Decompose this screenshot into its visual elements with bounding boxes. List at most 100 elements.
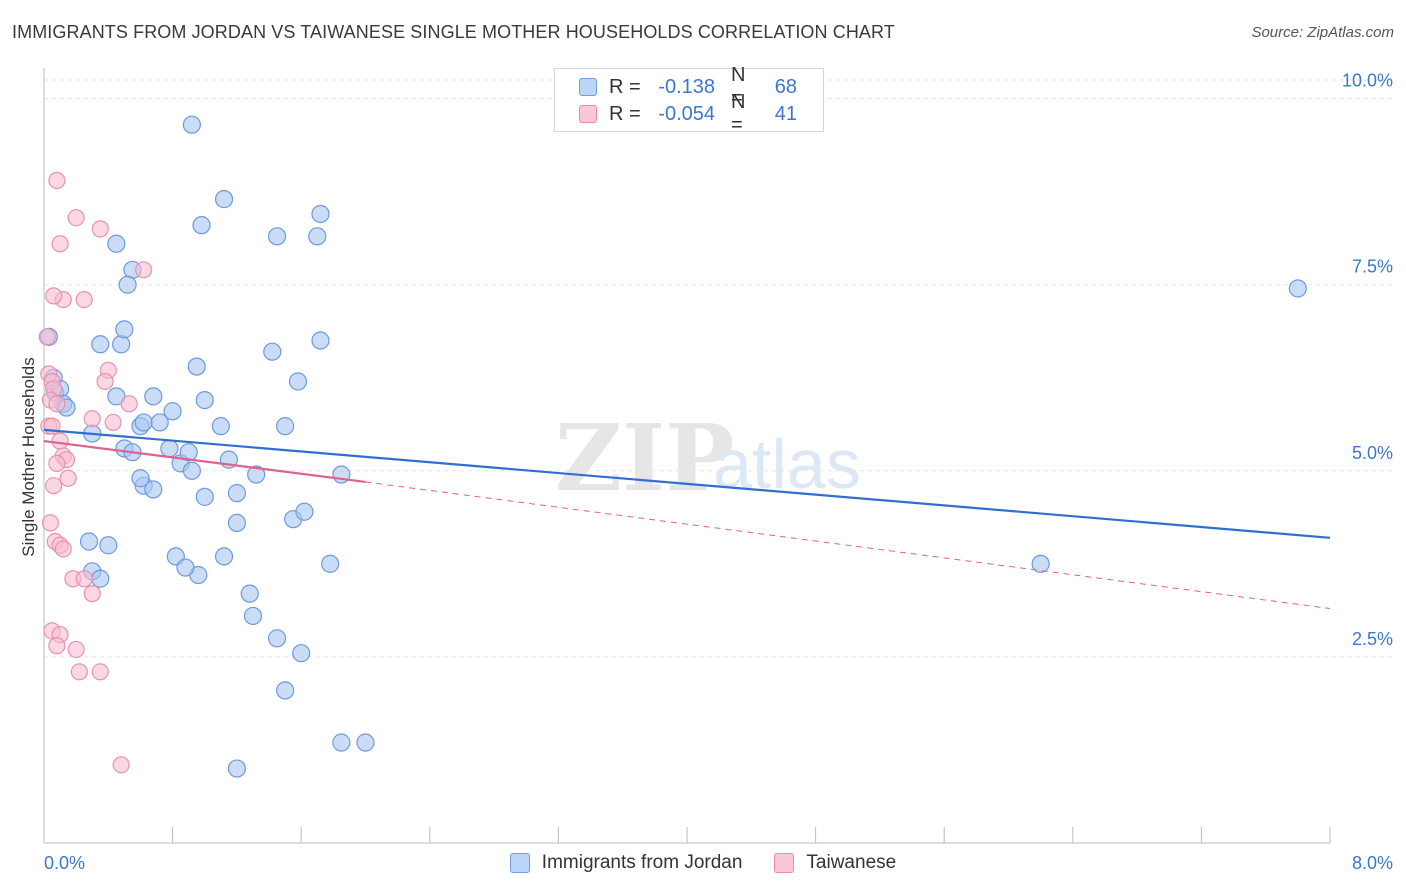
taiwanese-point [48, 637, 66, 655]
legend-swatch-jordan [509, 853, 530, 873]
taiwanese-point [70, 663, 88, 681]
taiwanese-point [45, 287, 63, 305]
legend-r-value: -0.138 [658, 75, 715, 98]
jordan-point [276, 681, 295, 700]
jordan-point [112, 335, 131, 354]
jordan-point [115, 320, 134, 339]
jordan-point [247, 465, 266, 484]
y-tick-label: 2.5% [1352, 629, 1393, 649]
jordan-point [276, 417, 295, 436]
jordan-point [214, 547, 234, 566]
taiwanese-point [91, 220, 109, 238]
y-tick-label: 7.5% [1352, 257, 1393, 277]
legend-row-jordan: R = -0.138 N = 68 [579, 64, 797, 109]
jordan-point [227, 513, 246, 533]
jordan-point [211, 417, 230, 436]
legend-n-label: N = [731, 64, 746, 109]
jordan-point [134, 413, 153, 432]
jordan-point [107, 234, 126, 253]
taiwanese-point [38, 328, 56, 346]
taiwanese-point [83, 410, 101, 428]
watermark-zip: ZIP [555, 404, 734, 512]
taiwanese-point [104, 413, 122, 432]
x-tick-label: 8.0% [1352, 853, 1393, 873]
taiwanese-point [67, 209, 85, 227]
jordan-trend-line [43, 428, 1331, 539]
legend-swatch-taiwanese [774, 853, 795, 873]
jordan-point [187, 357, 206, 376]
legend-r-label: R = [609, 75, 641, 98]
jordan-point [1288, 279, 1307, 298]
jordan-point [176, 558, 195, 577]
legend-label-taiwanese: Taiwanese [806, 852, 897, 873]
taiwanese-point [83, 585, 101, 603]
jordan-point [243, 606, 263, 626]
jordan-point [160, 439, 179, 458]
taiwanese-point [41, 514, 60, 532]
jordan-point [240, 584, 259, 603]
taiwanese-point [135, 261, 153, 279]
jordan-point [150, 413, 169, 432]
jordan-point [1031, 554, 1050, 573]
jordan-point [227, 759, 246, 778]
legend-r-value: -0.054 [658, 102, 715, 125]
taiwanese-point [48, 454, 66, 472]
jordan-point [182, 115, 201, 134]
y-tick-label: 10.0% [1342, 71, 1393, 91]
taiwanese-point [51, 432, 69, 450]
jordan-point [107, 387, 126, 406]
taiwanese-point [75, 570, 93, 588]
correlation-legend: R = -0.138 N = 68 R = -0.054 N = 41 [554, 64, 824, 136]
jordan-point [288, 372, 308, 391]
jordan-point [311, 331, 330, 350]
legend-item-jordan: Immigrants from Jordan [509, 852, 743, 874]
legend-item-taiwanese: Taiwanese [774, 852, 896, 874]
chart-title: IMMIGRANTS FROM JORDAN VS TAIWANESE SING… [12, 22, 895, 42]
legend-n-value: 68 [774, 75, 797, 98]
jordan-point [131, 469, 150, 488]
jordan-point [91, 569, 110, 588]
taiwanese-point [51, 235, 69, 253]
jordan-point [263, 342, 282, 361]
series-legend: Immigrants from Jordan Taiwanese [0, 852, 1406, 874]
jordan-point [356, 733, 375, 752]
jordan-point [267, 227, 287, 246]
legend-n-value: 41 [774, 102, 797, 125]
jordan-point [227, 484, 246, 503]
jordan-point [163, 402, 182, 421]
legend-label-jordan: Immigrants from Jordan [541, 852, 743, 873]
legend-r-label: R = [609, 102, 641, 125]
y-tick-label: 5.0% [1352, 443, 1393, 463]
jordan-point [192, 216, 211, 235]
legend-swatch-jordan [579, 78, 597, 96]
grid-layer [44, 79, 1392, 658]
jordan-point [79, 532, 99, 551]
jordan-point [99, 536, 118, 555]
jordan-point [267, 629, 287, 648]
watermark-atlas: atlas [713, 425, 861, 503]
jordan-point [295, 502, 314, 521]
jordan-point [144, 480, 163, 499]
x-tick-label: 0.0% [44, 853, 85, 873]
axis-layer: 2.5% 5.0% 7.5% 10.0% 0.0% 8.0% [43, 68, 1393, 873]
watermark: ZIP atlas [555, 404, 861, 512]
taiwanese-point [45, 477, 63, 495]
trend-layer [43, 428, 1331, 610]
source-label: Source: ZipAtlas.com [1251, 24, 1394, 41]
taiwanese-point [48, 395, 66, 413]
taiwanese-point [120, 395, 138, 413]
taiwanese-point [75, 290, 93, 309]
legend-row-taiwanese: R = -0.054 N = 41 [579, 91, 797, 136]
jordan-point [308, 227, 327, 246]
taiwanese-point [54, 540, 72, 558]
jordan-point [144, 387, 163, 406]
jordan-point [118, 275, 137, 294]
jordan-point [195, 487, 214, 506]
jordan-point [91, 335, 110, 354]
taiwanese-trend-line [43, 439, 366, 484]
legend-swatch-taiwanese [579, 105, 597, 123]
jordan-point [332, 733, 351, 752]
taiwanese-point [67, 640, 85, 659]
jordan-point [195, 390, 214, 410]
jordan-point [292, 644, 311, 663]
